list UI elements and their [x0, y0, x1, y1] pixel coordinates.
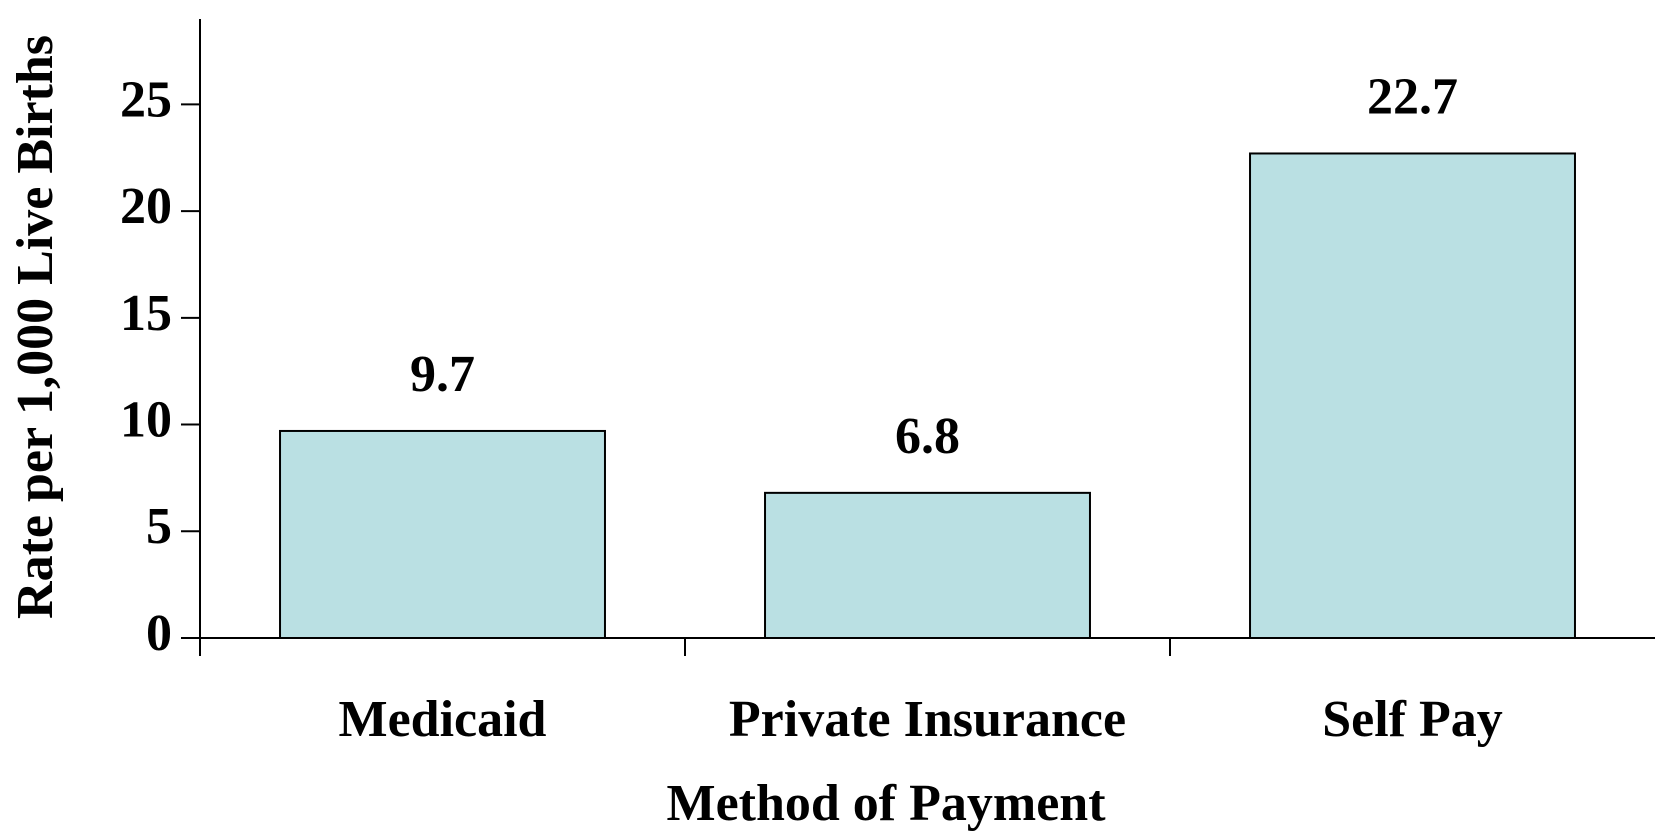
- y-tick-label: 5: [146, 498, 172, 555]
- bar: [1249, 152, 1576, 639]
- y-tick-label: 20: [120, 178, 172, 235]
- x-tick-label: Self Pay: [1322, 691, 1503, 748]
- bar: [764, 491, 1091, 639]
- value-label: 22.7: [1367, 68, 1458, 125]
- value-label: 9.7: [410, 346, 475, 403]
- value-label: 6.8: [895, 408, 960, 465]
- y-tick-label: 0: [146, 605, 172, 662]
- bar: [279, 429, 606, 639]
- x-axis-label: Method of Payment: [666, 775, 1106, 832]
- y-tick-label: 25: [120, 71, 172, 128]
- y-axis-label: Rate per 1,000 Live Births: [7, 35, 64, 619]
- y-tick-label: 10: [120, 391, 172, 448]
- y-tick-label: 15: [120, 285, 172, 342]
- x-tick-label: Medicaid: [339, 691, 547, 748]
- x-tick-label: Private Insurance: [729, 691, 1126, 748]
